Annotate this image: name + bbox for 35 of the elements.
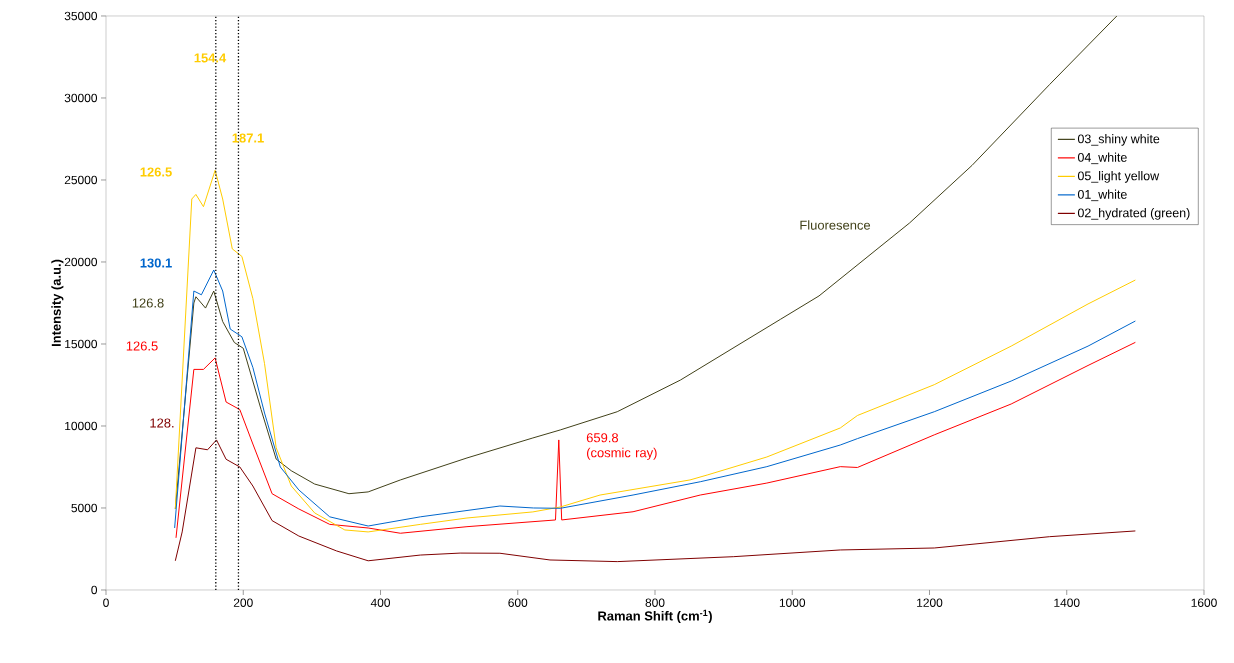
annotation: Fluoresence (800, 220, 871, 230)
x-tick-label: 800 (645, 598, 665, 607)
legend-label: 05_light yellow (1077, 171, 1160, 183)
y-tick-label: 10000 (65, 421, 98, 431)
x-tick-label: 0 (103, 598, 109, 607)
annotation: 126.8 (132, 298, 164, 308)
y-tick-label: 5000 (71, 503, 98, 513)
y-tick-label: 20000 (64, 257, 98, 267)
y-tick-label: 0 (91, 585, 98, 595)
x-tick-label: 1000 (779, 598, 806, 607)
annotation: 126.5 (140, 167, 172, 177)
line-series (175, 341, 1136, 539)
y-tick-label: 35000 (64, 11, 98, 21)
x-tick-label: 600 (508, 598, 528, 607)
x-tick-label: 1200 (917, 598, 943, 607)
annotation: 126.5 (126, 341, 158, 351)
line-series (174, 269, 1136, 529)
legend-label: 01_white (1077, 189, 1127, 202)
x-tick-label: 200 (233, 598, 253, 607)
legend-label: 03_shiny white (1077, 134, 1160, 146)
annotation: 128. (150, 418, 174, 428)
y-tick-label: 25000 (64, 175, 98, 185)
legend-label: 04_white (1077, 152, 1127, 165)
annotation: 154.4 (194, 53, 227, 63)
x-axis-title: Raman Shift (cm$^{-1}$) (598, 609, 712, 624)
x-tick-label: 1600 (1191, 598, 1217, 607)
annotation: 187.1 (232, 133, 264, 143)
y-tick-label: 15000 (65, 339, 98, 349)
x-tick-label: 400 (370, 598, 391, 607)
annotation: 130.1 (140, 258, 172, 268)
legend-label: 02_hydrated (green) (1077, 208, 1190, 220)
y-tick-label: 30000 (64, 93, 98, 103)
y-axis-title: Intensity (a.u.) (51, 259, 64, 347)
x-tick-label: 1400 (1054, 598, 1080, 607)
annotation: 659.8 (cosmic ray) (586, 433, 657, 460)
